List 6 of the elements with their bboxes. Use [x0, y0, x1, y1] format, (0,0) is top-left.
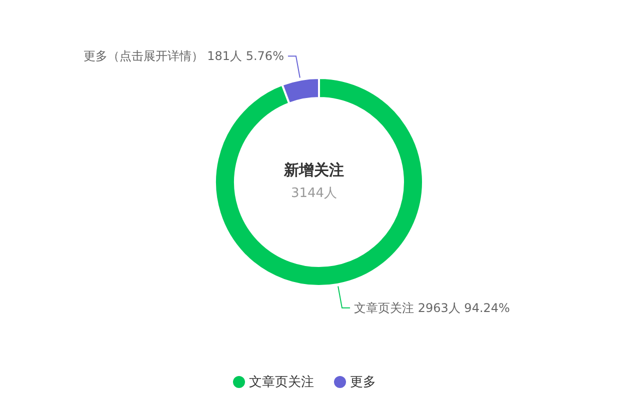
text: 3144人	[290, 186, 338, 201]
text: 新增关注	[283, 161, 344, 179]
data-label: 更多（点击展开详情） 181人 5.76%	[83, 49, 284, 64]
legend-label: 文章页关注	[249, 375, 314, 390]
data-label: 文章页关注 2963人 94.24%	[354, 300, 510, 315]
legend-label: 更多	[350, 375, 376, 390]
